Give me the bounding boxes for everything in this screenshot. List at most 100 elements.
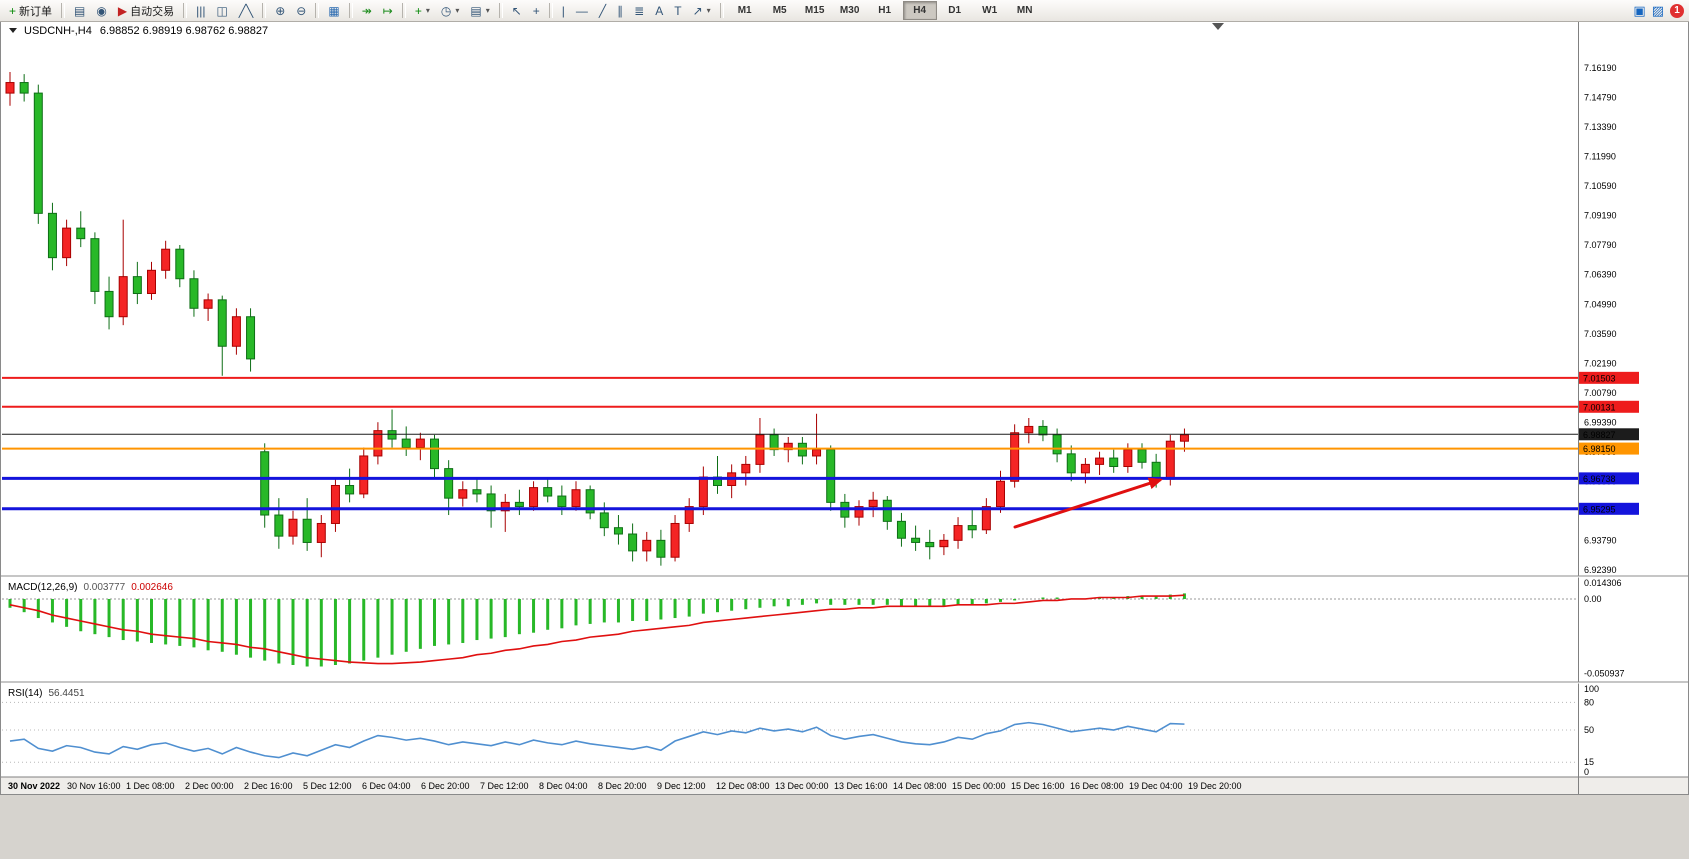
time-axis-background[interactable]: [1, 777, 1688, 794]
time-axis-label: 19 Dec 04:00: [1129, 781, 1183, 791]
time-axis-label: 13 Dec 00:00: [775, 781, 829, 791]
auto-scroll-button[interactable]: ↠: [357, 1, 377, 20]
candle-body: [1066, 453, 1076, 474]
trendline-button[interactable]: ╱: [594, 1, 611, 20]
notifications-icon[interactable]: ▣: [1633, 3, 1646, 18]
tile-windows-button[interactable]: ▦: [323, 1, 344, 20]
rsi-line: [9, 721, 1185, 759]
toolbar-separator: [498, 3, 503, 18]
candle-body: [288, 518, 298, 537]
notification-count-badge[interactable]: 1: [1670, 3, 1684, 18]
autotrading-button[interactable]: ▶ 自动交易: [113, 1, 179, 20]
candlestick-chart-button[interactable]: ◫: [211, 1, 232, 20]
toolbar-separator: [262, 3, 267, 18]
text-button[interactable]: A: [650, 1, 668, 20]
time-axis-label: 8 Dec 20:00: [598, 781, 647, 791]
macd-signal-line: [9, 594, 1185, 665]
candle-body: [486, 493, 496, 512]
candle-body: [529, 487, 539, 508]
templates-button[interactable]: ▤ ▾: [465, 1, 494, 20]
dropdown-caret-icon: ▾: [706, 6, 711, 15]
dropdown-caret-icon: ▾: [455, 6, 460, 15]
price-axis-label: 7.09190: [1584, 211, 1617, 221]
timeframe-h1-button[interactable]: H1: [878, 5, 892, 16]
candle-body: [585, 489, 595, 514]
candle-body: [684, 506, 694, 524]
macd-label: MACD(12,26,9) 0.003777 0.002646: [8, 582, 173, 593]
macd-axis-label: -0.050937: [1584, 669, 1625, 679]
time-axis-label: 12 Dec 08:00: [716, 781, 770, 791]
zoom-in-button[interactable]: ⊕: [270, 1, 290, 20]
candle-body: [302, 518, 312, 543]
vertical-line-button[interactable]: |: [557, 1, 570, 20]
market-watch-button[interactable]: ▤: [69, 1, 90, 20]
candle-body: [444, 468, 454, 499]
candle-body: [217, 299, 227, 347]
bar-chart-button[interactable]: |||: [191, 1, 210, 20]
timeframe-w1-button[interactable]: W1: [982, 5, 998, 16]
support-line-1-tag-label: 6.96738: [1583, 474, 1616, 484]
candle-body: [769, 434, 779, 451]
line-chart-button[interactable]: ╱╲: [234, 1, 258, 20]
timeframe-mn-button[interactable]: MN: [1016, 5, 1033, 16]
timeframe-m5-button[interactable]: M5: [772, 5, 787, 16]
timeframe-m1-button[interactable]: M1: [737, 5, 752, 16]
timeframe-m30-button[interactable]: M30: [839, 5, 860, 16]
candle-body: [953, 525, 963, 541]
resistance-line-1-tag-label: 7.01503: [1583, 373, 1616, 383]
dropdown-caret-icon: ▾: [425, 6, 430, 15]
channel-button[interactable]: ∥: [612, 1, 628, 20]
label-button[interactable]: T: [669, 1, 686, 20]
cursor-button[interactable]: ↖: [507, 1, 527, 20]
chart-plot-background[interactable]: [1, 21, 1688, 777]
candle-body: [359, 455, 369, 495]
candle-body: [1109, 457, 1119, 468]
candle-body: [628, 533, 638, 552]
candle-body: [1123, 449, 1133, 468]
fibonacci-icon: ≣: [634, 3, 645, 18]
zoom-in-icon: ⊕: [275, 3, 286, 18]
candle-body: [642, 539, 652, 552]
arrows-button[interactable]: ↗ ▾: [688, 1, 716, 20]
candlestick-chart-icon: ◫: [216, 3, 228, 18]
market-watch-icon: ▤: [74, 3, 86, 18]
one-click-trading-toggle[interactable]: [9, 28, 17, 33]
candle-body: [1165, 440, 1175, 480]
timeframe-d1-button[interactable]: D1: [948, 5, 962, 16]
timeframe-m15-button[interactable]: M15: [804, 5, 825, 16]
navigator-button[interactable]: ◉: [91, 1, 111, 20]
chart-canvas: USDCNH-,H4 6.98852 6.98919 6.98762 6.9882…: [0, 21, 1689, 795]
price-axis-label: 7.14790: [1584, 93, 1617, 103]
candle-body: [161, 248, 171, 271]
indicators-button[interactable]: + ▾: [410, 1, 435, 20]
candle-body: [783, 442, 793, 451]
chart-shift-button[interactable]: ↦: [378, 1, 398, 20]
rsi-axis-label: 0: [1584, 767, 1589, 777]
candle-body: [1024, 425, 1034, 434]
trend-arrow[interactable]: [1013, 477, 1163, 529]
fibonacci-button[interactable]: ≣: [629, 1, 649, 20]
toolbar-separator: [315, 3, 320, 18]
periods-icon: ◷: [440, 3, 452, 18]
periods-button[interactable]: ◷ ▾: [436, 1, 465, 20]
timeframe-h4-button[interactable]: H4: [902, 1, 937, 20]
rsi-axis-label: 80: [1584, 697, 1594, 707]
horizontal-line-icon: —: [575, 3, 588, 18]
templates-icon: ▤: [470, 3, 482, 18]
zoom-out-button[interactable]: ⊖: [291, 1, 311, 20]
price-axis-label: 7.04990: [1584, 299, 1617, 309]
time-axis-label: 13 Dec 16:00: [834, 781, 888, 791]
candle-body: [330, 484, 340, 524]
candle-body: [1080, 463, 1090, 474]
candle-body: [430, 438, 439, 470]
candle-body: [981, 506, 991, 531]
candle-body: [996, 480, 1005, 508]
label-icon: T: [674, 3, 682, 18]
new-order-button[interactable]: + 新订单: [4, 1, 57, 20]
candle-body: [260, 451, 270, 516]
messages-icon[interactable]: ▨: [1651, 3, 1664, 18]
horizontal-line-button[interactable]: —: [571, 1, 593, 20]
chart-shift-marker[interactable]: [1212, 23, 1224, 30]
crosshair-button[interactable]: +: [528, 1, 545, 20]
